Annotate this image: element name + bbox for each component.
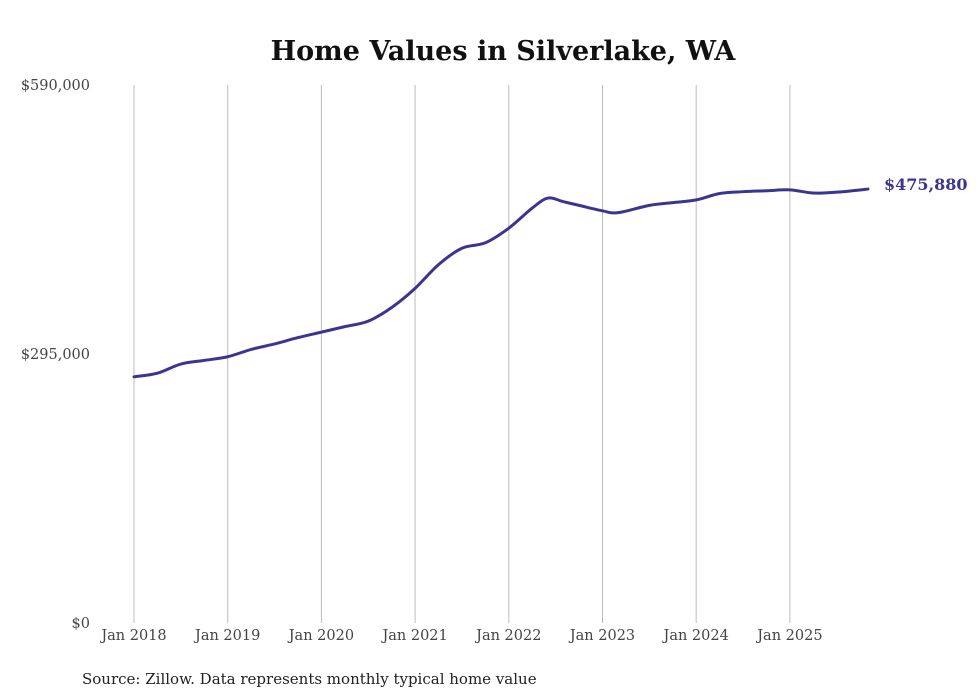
x-tick-label: Jan 2022 <box>474 628 541 644</box>
x-axis-ticks: Jan 2018 Jan 2019 Jan 2020 Jan 2021 Jan 2022… <box>99 628 822 644</box>
x-tick-label: Jan 2024 <box>662 628 729 644</box>
y-tick-label: $590,000 <box>21 78 90 94</box>
end-value-label: $475,880 <box>884 175 968 194</box>
x-tick-label: Jan 2021 <box>380 628 447 644</box>
source-note: Source: Zillow. Data represents monthly … <box>82 670 537 688</box>
gridlines <box>133 85 791 623</box>
series-lines: $475,880 <box>132 175 968 379</box>
y-axis-ticks: $0 $295,000 $590,000 <box>21 78 90 632</box>
x-tick-label: Jan 2019 <box>193 628 260 644</box>
x-tick-label: Jan 2020 <box>287 628 354 644</box>
x-tick-label: Jan 2018 <box>99 628 166 644</box>
y-tick-label: $295,000 <box>21 347 90 363</box>
x-tick-label: Jan 2025 <box>755 628 822 644</box>
chart-title: Home Values in Silverlake, WA <box>271 36 737 67</box>
y-tick-label: $0 <box>72 616 90 632</box>
series-line <box>132 187 870 379</box>
x-tick-label: Jan 2023 <box>568 628 635 644</box>
